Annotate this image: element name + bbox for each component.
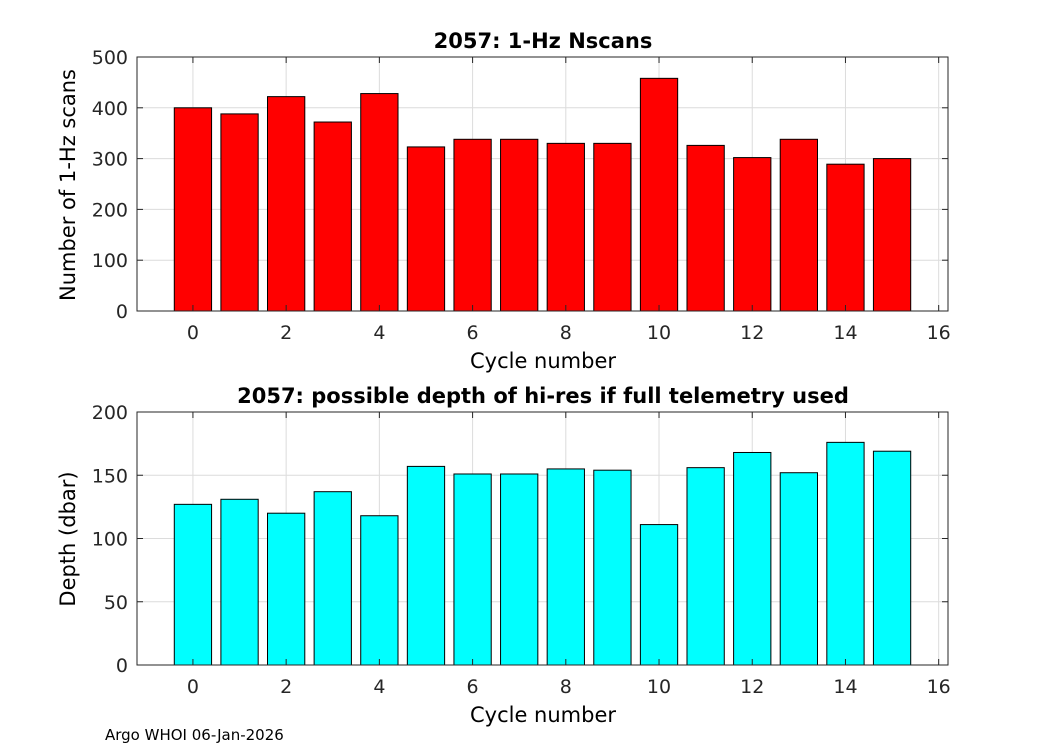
bar (872, 450, 912, 666)
bar (220, 498, 259, 666)
y-axis-label: Depth (dbar) (56, 471, 80, 606)
bar (593, 469, 632, 666)
x-tick-label: 6 (467, 676, 479, 698)
x-tick-label: 8 (560, 322, 572, 344)
bar (453, 138, 492, 312)
bar (313, 491, 352, 666)
x-tick-label: 10 (647, 322, 671, 344)
chart-nscans: 0 2 4 6 8 10 12 14 16 0 100 200 300 400 500 2057: 1-Hz… (56, 29, 951, 373)
bar (826, 163, 865, 312)
y-tick-label: 0 (116, 301, 128, 323)
x-tick-label: 2 (280, 676, 292, 698)
y-axis-label: Number of 1-Hz scans (56, 69, 80, 301)
y-tick-label: 0 (116, 655, 128, 677)
bar (500, 138, 539, 312)
y-tick-label: 500 (92, 47, 128, 69)
bar (220, 113, 259, 312)
bar (453, 473, 492, 666)
bar (872, 158, 912, 312)
y-tick-label: 50 (104, 592, 128, 614)
x-tick-label: 8 (560, 676, 572, 698)
bar (826, 441, 865, 666)
x-tick-label: 16 (927, 322, 951, 344)
y-tick-label: 200 (92, 402, 128, 424)
y-tick-label: 100 (92, 529, 128, 551)
bar (406, 465, 446, 666)
x-tick-label: 14 (833, 676, 857, 698)
bar (733, 451, 772, 666)
bar (313, 121, 352, 312)
bar (500, 473, 539, 666)
bar (406, 146, 446, 312)
bar (733, 157, 772, 312)
y-tick-label: 100 (92, 250, 128, 272)
plot-area: 0 2 4 6 8 10 12 14 16 0 50 100 150 200 (92, 402, 951, 698)
x-tick-label: 4 (373, 322, 385, 344)
axes-box (136, 56, 949, 312)
x-tick-label: 12 (740, 676, 764, 698)
x-tick-label: 6 (467, 322, 479, 344)
x-tick-label: 4 (373, 676, 385, 698)
bar (779, 138, 818, 312)
bar (546, 468, 585, 666)
footer-text: Argo WHOI 06-Jan-2026 (105, 726, 284, 744)
bar (267, 96, 306, 312)
x-tick-label: 0 (187, 676, 199, 698)
bar (360, 515, 399, 666)
chart-title: 2057: possible depth of hi-res if full t… (237, 384, 849, 408)
y-tick-label: 400 (92, 98, 128, 120)
bar (639, 524, 679, 666)
bar (360, 93, 399, 312)
x-tick-label: 16 (927, 676, 951, 698)
bar (173, 107, 213, 312)
x-tick-label: 0 (187, 322, 199, 344)
x-tick-label: 10 (647, 676, 671, 698)
bar (267, 512, 306, 666)
y-tick-label: 200 (92, 199, 128, 221)
x-tick-label: 14 (833, 322, 857, 344)
bar (639, 77, 679, 312)
y-tick-label: 300 (92, 149, 128, 171)
bar (686, 467, 725, 666)
x-tick-label: 2 (280, 322, 292, 344)
plot-area: 0 2 4 6 8 10 12 14 16 0 100 200 300 400 500 (92, 47, 951, 344)
x-axis-label: Cycle number (470, 349, 616, 373)
chart-title: 2057: 1-Hz Nscans (434, 29, 653, 53)
chart-depth: 0 2 4 6 8 10 12 14 16 0 50 100 150 200 2057: possible… (56, 384, 951, 727)
x-tick-label: 12 (740, 322, 764, 344)
bar (546, 142, 585, 312)
bar (686, 144, 725, 312)
bar (779, 472, 818, 666)
y-tick-label: 150 (92, 465, 128, 487)
bar (593, 142, 632, 312)
bar (173, 503, 213, 666)
x-axis-label: Cycle number (470, 703, 616, 727)
